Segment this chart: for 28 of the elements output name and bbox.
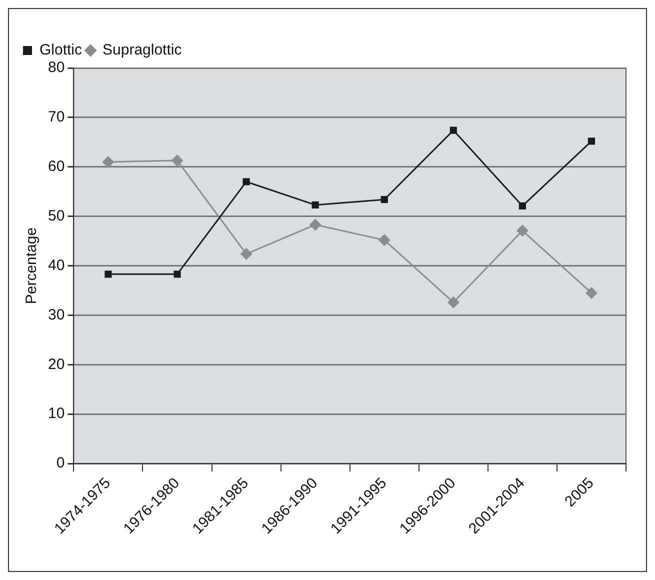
y-tick-label: 50 <box>48 207 65 224</box>
point <box>447 296 460 308</box>
point <box>588 138 596 145</box>
y-tick-label: 20 <box>48 356 65 373</box>
point <box>312 201 319 208</box>
point <box>240 248 252 260</box>
y-axis-title: Percentage <box>23 227 40 304</box>
point <box>378 234 390 246</box>
point <box>104 270 112 278</box>
y-tick-label: 10 <box>48 405 65 422</box>
legend-label: Supraglottic <box>102 42 182 59</box>
y-tick-label: 30 <box>48 306 65 324</box>
point <box>171 154 184 166</box>
point <box>585 286 598 299</box>
point <box>242 178 250 186</box>
y-tick-label: 70 <box>48 108 65 126</box>
point <box>450 126 457 134</box>
y-tick-label: 80 <box>48 59 65 76</box>
y-tick-label: 40 <box>48 256 65 274</box>
point <box>518 202 526 210</box>
point <box>309 218 322 231</box>
legend-label: Glottic <box>40 42 83 59</box>
y-tick-label: 0 <box>56 454 65 472</box>
point <box>102 156 114 168</box>
y-tick-label: 60 <box>48 158 65 176</box>
point <box>516 224 528 237</box>
point <box>174 270 181 278</box>
point <box>380 196 388 204</box>
